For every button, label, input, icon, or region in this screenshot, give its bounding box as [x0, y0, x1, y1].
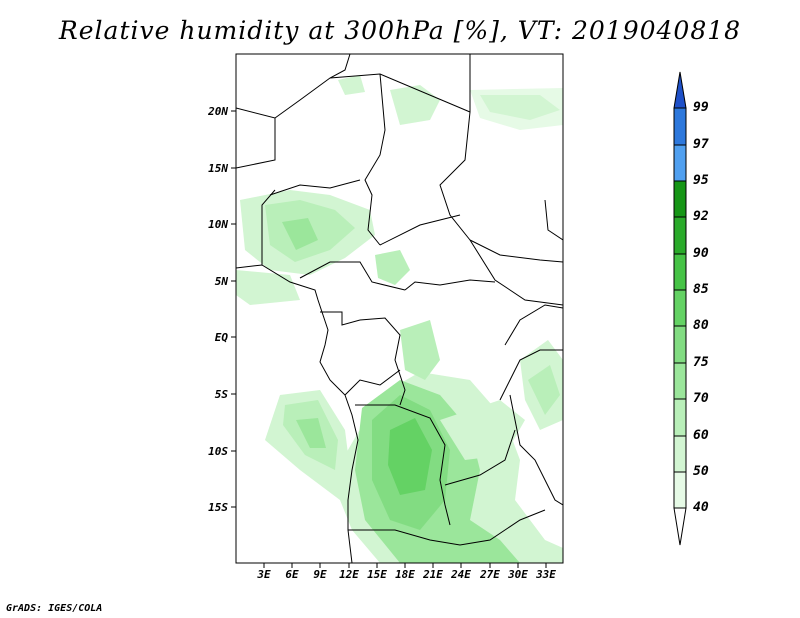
colorbar-label-40: 40 [693, 500, 709, 515]
colorbar-bin-97 [673, 107, 687, 146]
colorbar-bin-70 [673, 362, 687, 400]
colorbar-label-60: 60 [693, 428, 709, 443]
colorbar-bin-50 [673, 435, 687, 473]
colorbar-label-92: 92 [693, 209, 709, 224]
lon-label-30e: 30E [507, 568, 528, 581]
lat-label-eq: EQ [215, 331, 229, 344]
lon-label-27e: 27E [479, 568, 500, 581]
lat-label-15n: 15N [208, 162, 228, 175]
colorbar-bin-95 [673, 144, 687, 182]
colorbar-bin-92 [673, 180, 687, 218]
humidity-shading [236, 75, 563, 563]
lon-label-15e: 15E [367, 568, 387, 581]
lon-label-21e: 21E [422, 568, 443, 581]
lon-label-18e: 18E [395, 568, 415, 581]
colorbar-bin-60 [673, 398, 687, 437]
map-title: Relative humidity at 300hPa [%], VT: 201… [58, 16, 742, 45]
map-frame [235, 53, 564, 564]
lon-label-9e: 9E [313, 568, 327, 581]
coastline-borders [236, 54, 563, 563]
colorbar-label-80: 80 [693, 318, 709, 333]
colorbar-label-97: 97 [693, 137, 709, 152]
colorbar [673, 71, 687, 546]
colorbar-label-85: 85 [693, 282, 709, 297]
lat-label-5s: 5S [215, 388, 229, 401]
lat-label-15s: 15S [208, 501, 228, 514]
lat-label-20n: 20N [207, 105, 228, 118]
lon-label-12e: 12E [339, 568, 359, 581]
lat-label-10n: 10N [208, 218, 228, 231]
lat-label-10s: 10S [208, 445, 228, 458]
colorbar-label-70: 70 [693, 391, 709, 406]
colorbar-label-95: 95 [693, 173, 709, 188]
colorbar-top-arrow [673, 71, 687, 109]
colorbar-bottom-arrow [673, 507, 687, 546]
colorbar-bin-90 [673, 216, 687, 255]
lat-label-5n: 5N [215, 275, 229, 288]
colorbar-label-50: 50 [693, 464, 709, 479]
lon-label-24e: 24E [450, 568, 471, 581]
colorbar-bin-75 [673, 325, 687, 364]
colorbar-label-75: 75 [693, 355, 709, 370]
lon-label-3e: 3E [256, 568, 271, 581]
colorbar-label-99: 99 [693, 100, 709, 115]
colorbar-bin-40 [673, 471, 687, 509]
colorbar-bin-80 [673, 289, 687, 327]
lon-label-33e: 33E [535, 568, 556, 581]
colorbar-label-90: 90 [693, 246, 709, 261]
colorbar-bin-85 [673, 253, 687, 291]
lon-label-6e: 6E [285, 568, 299, 581]
tick-marks [231, 110, 547, 568]
grads-credit: GrADS: IGES/COLA [6, 603, 103, 614]
